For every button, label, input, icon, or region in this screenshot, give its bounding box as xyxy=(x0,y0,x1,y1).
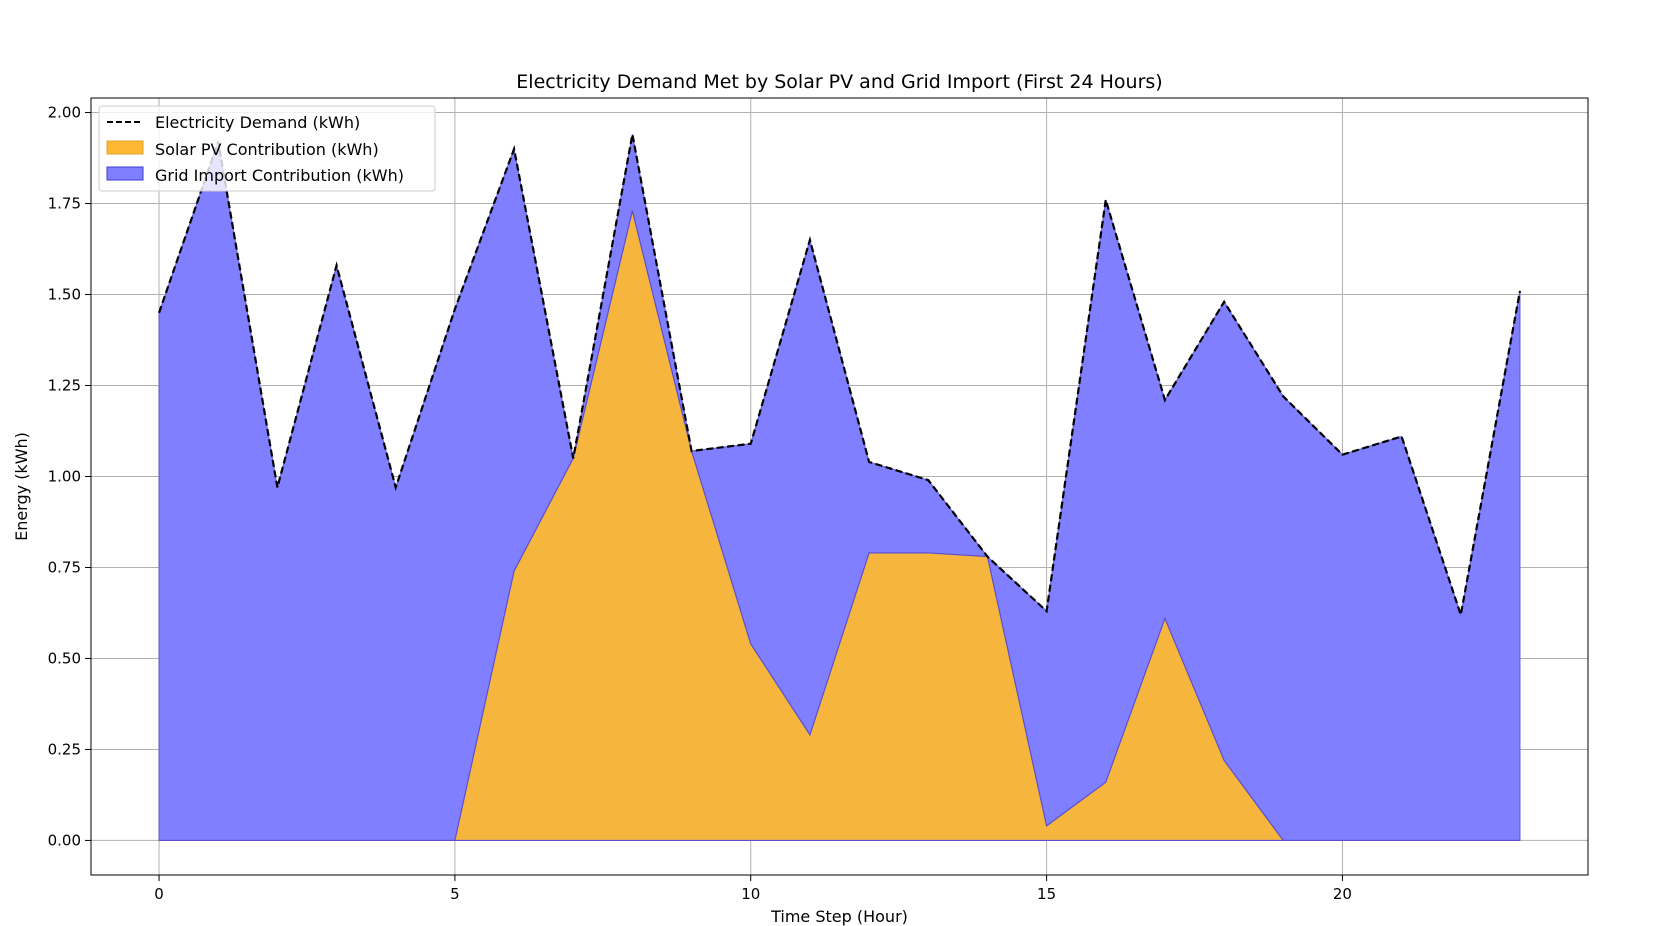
y-tick-label: 1.25 xyxy=(48,377,81,395)
line-layer xyxy=(158,134,1522,616)
plot-frame xyxy=(90,97,1589,876)
y-tick-label: 2.00 xyxy=(48,104,81,122)
x-tick-label: 20 xyxy=(1333,885,1352,903)
y-tick-label: 1.50 xyxy=(48,286,81,304)
y-tick-label: 0.00 xyxy=(48,831,81,849)
legend-swatch-grid xyxy=(106,166,144,181)
y-tick-label: 1.75 xyxy=(48,195,81,213)
y-tick-label: 0.75 xyxy=(48,558,81,576)
x-axis-label: Time Step (Hour) xyxy=(770,907,908,926)
y-tick-label: 0.25 xyxy=(48,740,81,758)
legend-label-demand: Electricity Demand (kWh) xyxy=(155,113,360,132)
y-axis-label: Energy (kWh) xyxy=(12,432,31,541)
chart-title: Electricity Demand Met by Solar PV and G… xyxy=(516,71,1162,93)
legend-label-solar: Solar PV Contribution (kWh) xyxy=(155,140,379,159)
y-tick-label: 1.00 xyxy=(48,467,81,485)
legend: Electricity Demand (kWh) Solar PV Contri… xyxy=(98,105,436,192)
legend-box xyxy=(98,105,436,192)
x-tick-label: 5 xyxy=(450,885,460,903)
solar-pv-area xyxy=(159,210,1520,842)
x-tick-label: 15 xyxy=(1037,885,1056,903)
x-tick-label: 0 xyxy=(154,885,164,903)
legend-label-grid: Grid Import Contribution (kWh) xyxy=(155,166,404,185)
demand-line xyxy=(158,134,1522,616)
legend-swatch-solar xyxy=(106,140,144,155)
x-tick-label: 10 xyxy=(741,885,760,903)
tick-layer: 0 5 10 15 20 0.00 0.25 0.50 0.75 1.00 1.25 1.50 1.75… xyxy=(48,104,1352,903)
y-tick-label: 0.50 xyxy=(48,649,81,667)
